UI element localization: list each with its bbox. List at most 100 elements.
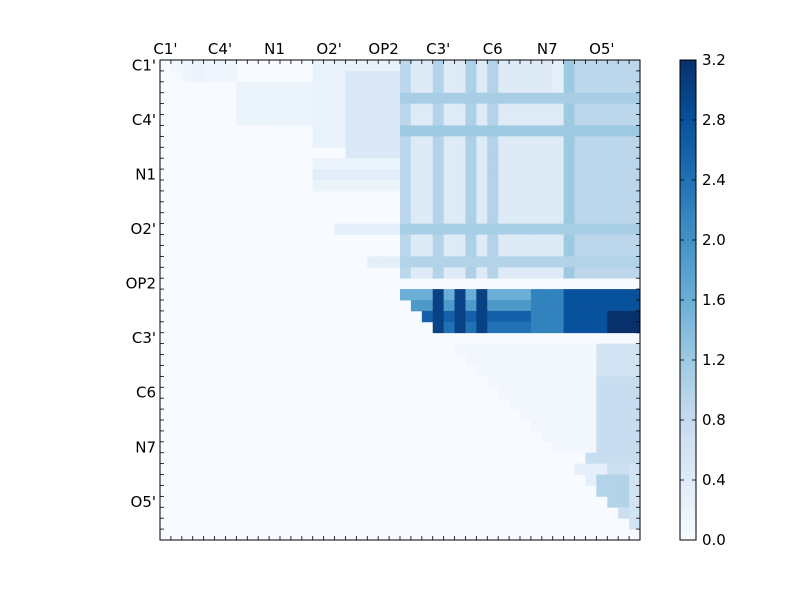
heatmap-cell	[345, 223, 357, 235]
heatmap-cell	[509, 169, 521, 181]
heatmap-cell	[530, 321, 543, 334]
heatmap-cell	[465, 114, 477, 126]
x-tick-label: O2'	[316, 40, 341, 58]
heatmap-cell	[454, 81, 466, 94]
heatmap-cell	[629, 212, 641, 225]
heatmap-cell	[498, 267, 510, 279]
heatmap-cell	[334, 81, 346, 94]
heatmap-cell	[443, 289, 455, 301]
heatmap-cell	[530, 234, 543, 246]
heatmap-cell	[454, 234, 466, 246]
heatmap-cell	[520, 300, 532, 312]
heatmap-cell	[596, 212, 608, 225]
heatmap-cell	[432, 125, 445, 137]
heatmap-cell	[563, 125, 575, 137]
heatmap-cell	[618, 420, 630, 432]
heatmap-cell	[618, 201, 630, 214]
colorbar-tick-label: 0.8	[702, 411, 726, 429]
heatmap-cell	[585, 180, 597, 192]
heatmap-cell	[574, 376, 586, 388]
heatmap-cell	[280, 81, 292, 94]
heatmap-cell	[421, 147, 434, 159]
heatmap-cell	[389, 92, 401, 105]
heatmap-cell	[367, 147, 379, 159]
heatmap-cell	[454, 92, 466, 105]
heatmap-cell	[421, 92, 434, 105]
heatmap-cell	[530, 256, 543, 268]
heatmap-cell	[421, 234, 434, 246]
heatmap-cell	[323, 70, 335, 83]
heatmap-cell	[487, 125, 499, 137]
heatmap-cell	[607, 201, 619, 214]
heatmap-cell	[596, 376, 608, 388]
heatmap-cell	[618, 496, 630, 508]
heatmap-cell	[574, 245, 586, 257]
heatmap-cell	[312, 92, 325, 105]
heatmap-cell	[618, 463, 630, 475]
heatmap-cell	[367, 223, 379, 235]
heatmap-cell	[367, 103, 379, 115]
heatmap-cell	[432, 223, 445, 235]
heatmap-cell	[596, 300, 608, 312]
heatmap-cell	[400, 201, 412, 214]
heatmap-cell	[563, 321, 575, 334]
heatmap-cell	[465, 256, 477, 268]
heatmap-cell	[443, 321, 455, 334]
y-tick-labels: C1' C4' N1 O2' OP2 C3' C6 N7 O5'	[126, 56, 156, 510]
heatmap-cell	[530, 376, 543, 388]
heatmap-cell	[301, 103, 314, 115]
colorbar-tick-label: 1.6	[702, 291, 726, 309]
heatmap-cell	[432, 147, 445, 159]
heatmap-cell	[607, 496, 619, 508]
heatmap-cell	[323, 180, 335, 192]
heatmap-cell	[454, 147, 466, 159]
heatmap-cell	[585, 201, 597, 214]
heatmap-cell	[421, 201, 434, 214]
heatmap-cell	[410, 201, 423, 214]
heatmap-cell	[290, 92, 303, 105]
heatmap-cell	[269, 92, 281, 105]
heatmap-cell	[356, 147, 368, 159]
heatmap-cell	[574, 300, 586, 312]
heatmap-cell	[585, 343, 597, 355]
heatmap-cell	[465, 147, 477, 159]
heatmap-cell	[443, 70, 455, 83]
heatmap-cell	[520, 234, 532, 246]
heatmap-cell	[410, 234, 423, 246]
colorbar-tick-label: 0.4	[702, 471, 726, 489]
heatmap-cell	[607, 485, 619, 497]
heatmap-cell	[629, 136, 641, 148]
heatmap-cell	[563, 136, 575, 148]
heatmap-cell	[421, 158, 434, 170]
heatmap-cell	[509, 147, 521, 159]
heatmap-cell	[454, 321, 466, 334]
heatmap-cell	[530, 289, 543, 301]
heatmap-cell	[520, 147, 532, 159]
heatmap-cell	[443, 300, 455, 312]
heatmap-cell	[530, 180, 543, 192]
heatmap-cell	[596, 409, 608, 421]
heatmap-cell	[618, 180, 630, 192]
heatmap-cell	[541, 310, 554, 323]
heatmap-cell	[487, 180, 499, 192]
heatmap-cell	[618, 343, 630, 355]
heatmap-cell	[541, 92, 554, 105]
y-tick-label: C6	[136, 384, 156, 402]
heatmap-cell	[520, 169, 532, 181]
heatmap-cell	[509, 136, 521, 148]
heatmap-cell	[487, 190, 499, 203]
heatmap-cell	[596, 420, 608, 432]
heatmap-cell	[607, 321, 619, 334]
heatmap-cell	[596, 158, 608, 170]
heatmap-cell	[421, 289, 434, 301]
heatmap-cell	[312, 158, 325, 170]
heatmap-cell	[530, 201, 543, 214]
heatmap-cell	[410, 245, 423, 257]
heatmap-cell	[400, 256, 412, 268]
heatmap-cell	[618, 92, 630, 105]
heatmap-cell	[334, 180, 346, 192]
heatmap-cell	[476, 180, 488, 192]
heatmap-cell	[574, 147, 586, 159]
heatmap-cell	[520, 190, 532, 203]
heatmap-cell	[563, 430, 575, 443]
